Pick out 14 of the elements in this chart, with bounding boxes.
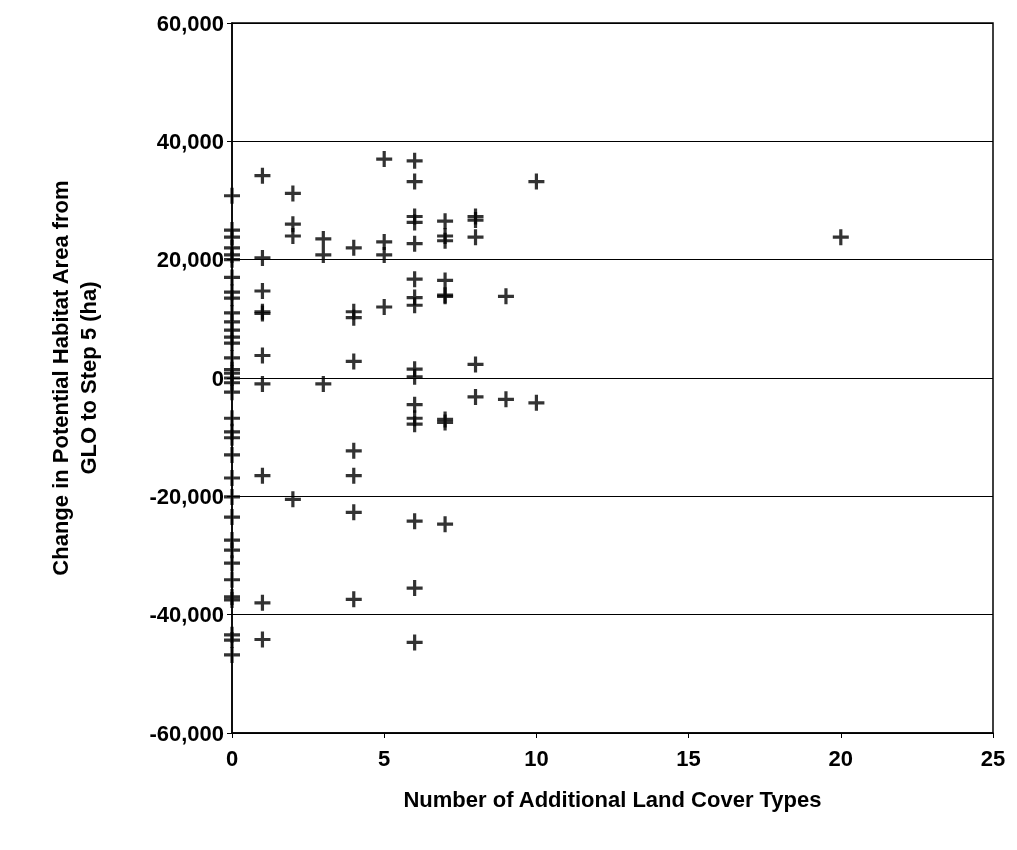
- x-tick-label: 5: [378, 745, 391, 771]
- y-tick-label: 40,000: [156, 128, 224, 154]
- y-tick-label: 60,000: [156, 10, 224, 36]
- y-tick-label: 20,000: [156, 247, 224, 273]
- x-tick-label: 10: [524, 745, 549, 771]
- x-tick-label: 25: [980, 745, 1006, 771]
- y-tick-label: 0: [211, 365, 224, 391]
- y-tick-label: -20,000: [149, 483, 224, 509]
- y-tick-label: -40,000: [149, 602, 224, 628]
- y-tick-label: -60,000: [149, 720, 224, 746]
- x-tick-label: 15: [676, 745, 701, 771]
- y-axis-title: Change in Potential Habitat Area from GLO to Step 5 (ha): [47, 180, 101, 576]
- x-tick-label: 20: [828, 745, 854, 771]
- x-axis-title: Number of Additional Land Cover Types: [403, 786, 822, 812]
